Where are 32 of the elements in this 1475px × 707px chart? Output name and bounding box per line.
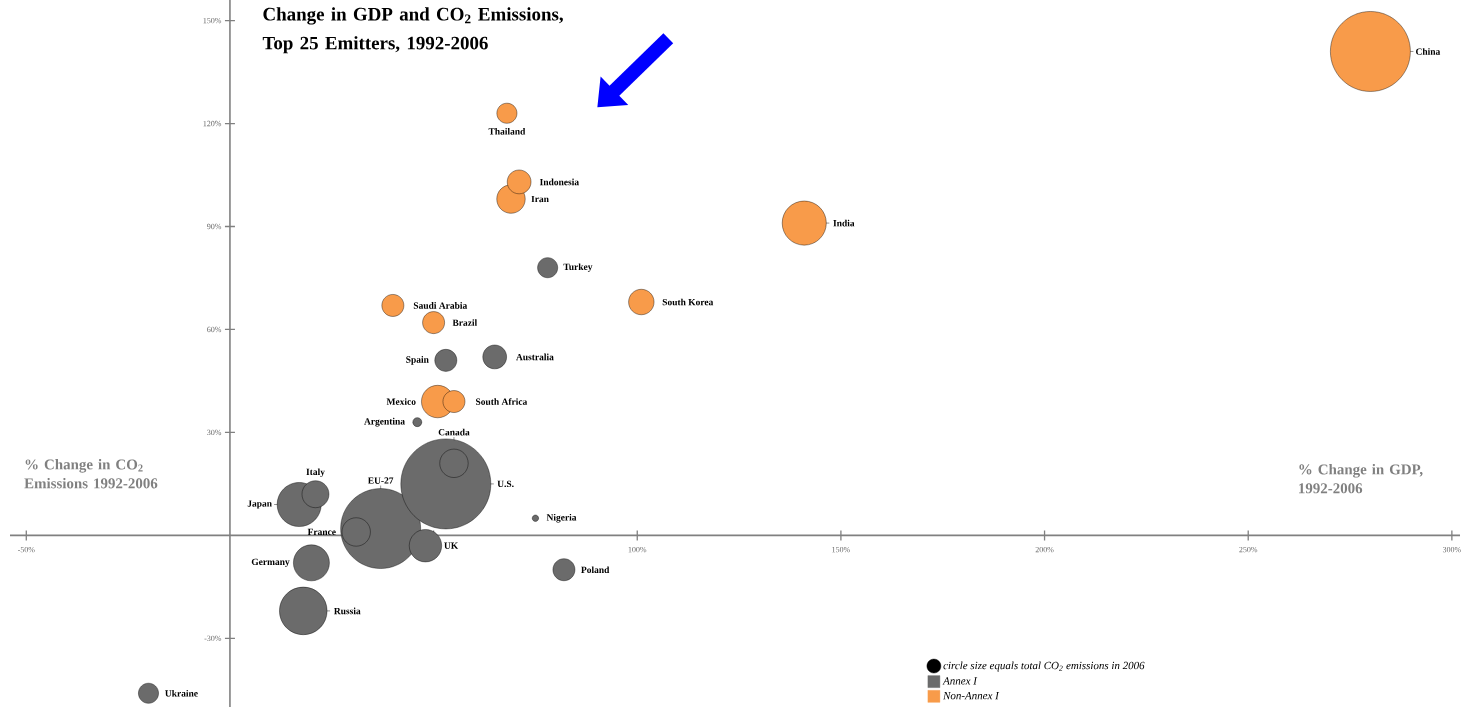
- annotation: Russia: [334, 607, 361, 615]
- annotation: Saudi Arabia: [413, 302, 468, 309]
- annotation: India: [833, 219, 855, 227]
- annotation: Argentina: [364, 417, 405, 427]
- annotation: Canada: [438, 428, 470, 436]
- annotation: Indonesia: [539, 178, 579, 186]
- annotation: Poland: [581, 566, 610, 574]
- legend-label: Annex I: [942, 677, 978, 685]
- annotation: Thailand: [488, 127, 526, 135]
- legend-label: Non-Annex I: [943, 691, 1000, 700]
- text: Change in GDP and CO$_{2}$ Emissions, Top 25 Emitters, 1992-2006: [262, 7, 563, 54]
- x-axis-title: % Change in GDP, 1992-2006: [1299, 463, 1423, 494]
- annotation: Mexico: [386, 398, 416, 405]
- annotation: Japan: [247, 500, 272, 509]
- annotation: Australia: [516, 353, 554, 361]
- annotation: EU-27: [367, 477, 394, 484]
- annotation: Germany: [251, 558, 290, 568]
- y-axis-title: % Change in CO$_{2}$ Emissions 1992-2006: [24, 458, 158, 489]
- annotation: China: [1416, 48, 1441, 55]
- annotation: Spain: [406, 356, 429, 365]
- annotation: UK: [444, 542, 459, 549]
- annotation: Iran: [531, 195, 549, 203]
- annotation: Nigeria: [546, 513, 577, 523]
- annotation: South Korea: [662, 298, 714, 306]
- annotation: Turkey: [563, 263, 593, 272]
- annotation: circle size equals total CO$_{2}$ emissions in 2006: [943, 661, 1145, 672]
- annotation: Ukraine: [165, 689, 198, 697]
- annotation: France: [307, 528, 336, 536]
- annotation: Brazil: [452, 319, 478, 326]
- annotation: U.S.: [497, 480, 514, 488]
- annotation: Italy: [306, 468, 325, 478]
- annotation: South Africa: [475, 398, 528, 405]
